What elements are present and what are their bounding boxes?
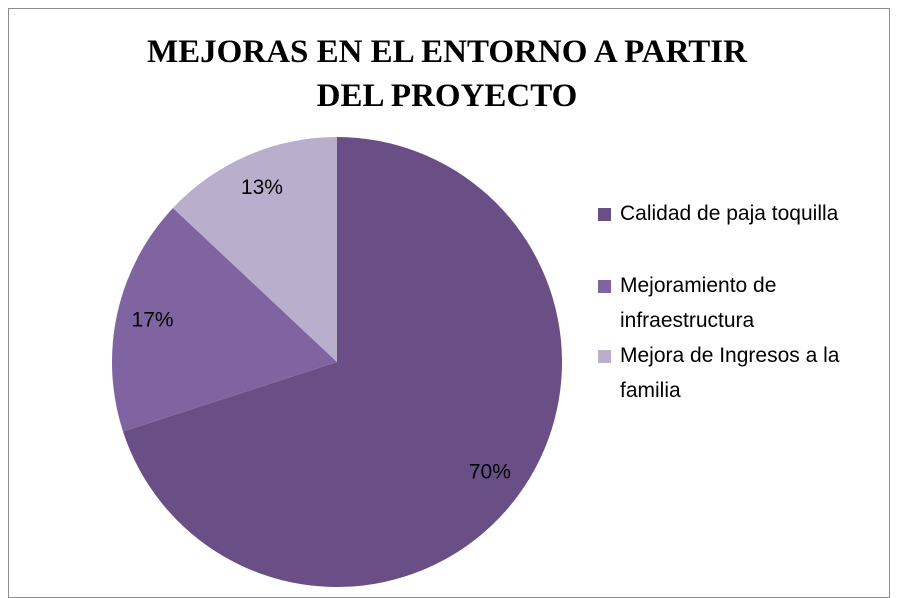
pie-slice	[172, 137, 337, 362]
legend-swatch	[598, 280, 611, 293]
chart-title: MEJORAS EN EL ENTORNO A PARTIR DEL PROYE…	[147, 34, 747, 114]
pie-slice	[112, 207, 337, 432]
pie-slice	[123, 137, 563, 587]
data-label: 17%	[132, 308, 174, 331]
data-label: 70%	[469, 461, 511, 484]
legend-label: Calidad de paja toquilla	[620, 202, 839, 225]
legend-swatch	[598, 350, 611, 363]
legend-label: Mejoramiento de infraestructura	[620, 274, 777, 332]
legend-label: Mejora de Ingresos a la familia	[620, 344, 840, 402]
legend-swatch	[598, 208, 611, 221]
data-label: 13%	[241, 176, 283, 199]
